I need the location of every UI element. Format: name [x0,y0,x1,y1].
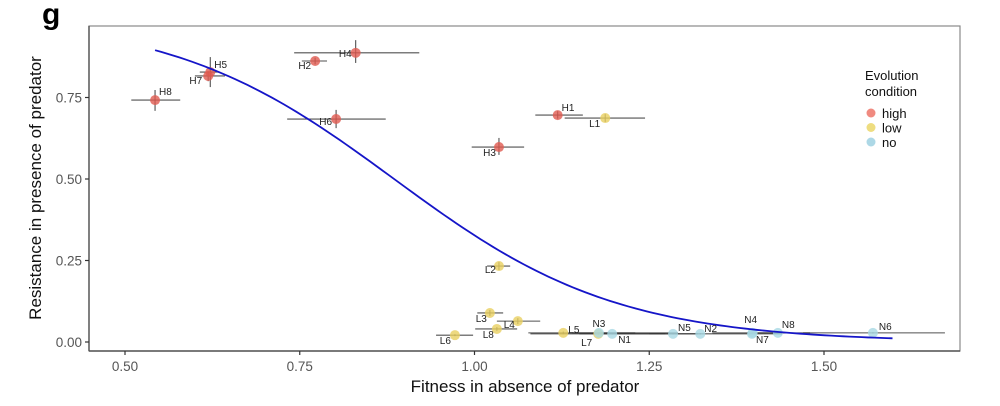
point-label: L5 [568,325,580,336]
point-label: H2 [298,61,311,72]
panel-letter: g [42,0,60,31]
legend-label-no: no [882,135,896,150]
y-tick-label: 0.75 [56,91,82,106]
x-tick-label: 1.50 [811,359,837,374]
point-label: L6 [440,336,452,347]
fit-curve [154,49,893,340]
point-label: N4 [744,315,757,326]
point-label: N5 [678,323,691,334]
data-point-n8 [772,327,783,338]
y-axis: 0.00 0.25 0.50 0.75 [56,91,89,350]
x-tick-label: 1.00 [461,359,487,374]
data-point-l8 [491,323,502,334]
data-point-n7 [747,328,758,339]
point-label: N8 [782,320,795,331]
point-label: N1 [618,335,631,346]
point-label: L1 [589,119,601,130]
data-point-h1 [552,110,563,121]
data-point-h6 [331,114,342,125]
legend-title-line-2: condition [865,84,917,99]
y-axis-title: Resistance in presence of predator [26,56,45,320]
point-label: H6 [319,117,332,128]
data-point-l5 [558,327,569,338]
point-label: L3 [476,314,488,325]
data-point-l6 [449,330,460,341]
point-labels: H1 H2 H3 H4 H5 H6 H7 H8 L1 L2 L3 L4 L5 L6 L7 L8 N1 N2 N3 N4… [159,49,892,349]
point-label: N2 [704,324,717,335]
data-point-n5 [668,328,679,339]
data-point-l4 [512,316,523,327]
data-points [150,47,878,341]
legend-label-low: low [882,121,902,136]
y-tick-label: 0.25 [56,254,82,269]
data-point-h2 [310,55,321,66]
panel-border [88,25,961,352]
x-tick-label: 1.25 [636,359,662,374]
point-label: L2 [485,265,497,276]
x-axis: 0.50 0.75 1.00 1.25 1.50 [112,351,837,374]
x-axis-title: Fitness in absence of predator [411,377,640,396]
legend-swatch-low [866,123,876,132]
plot-panel [88,25,961,352]
legend-swatch-no [866,137,876,147]
data-point-l1 [600,113,611,124]
legend-label-high: high [882,106,907,121]
data-point-n2 [695,328,706,339]
point-label: L7 [581,338,593,349]
point-label: H5 [214,60,227,71]
data-point-h3 [493,142,504,153]
point-label: N3 [593,319,606,330]
y-tick-label: 0.50 [56,172,82,187]
legend-title-line-1: Evolution [865,68,918,83]
point-label: H1 [562,103,575,114]
point-label: N6 [879,322,892,333]
data-point-n6 [867,327,878,338]
point-label: H8 [159,87,172,98]
data-point-h4 [350,47,361,58]
x-tick-label: 0.75 [287,359,313,374]
legend-swatch-high [866,108,876,118]
point-label: H7 [189,76,202,87]
point-label: N7 [756,335,769,346]
y-tick-label: 0.00 [56,335,82,350]
data-point-n3 [593,327,604,338]
data-point-n1 [607,328,618,339]
point-label: L4 [504,320,516,331]
point-label: H4 [339,49,352,60]
data-point-h7 [203,70,214,81]
x-tick-label: 0.50 [112,359,138,374]
data-point-h8 [150,95,161,106]
point-label: L8 [483,330,495,341]
data-point-l2 [493,261,504,272]
data-point-l3 [484,307,495,318]
point-label: H3 [483,148,496,159]
error-bars [131,40,945,337]
